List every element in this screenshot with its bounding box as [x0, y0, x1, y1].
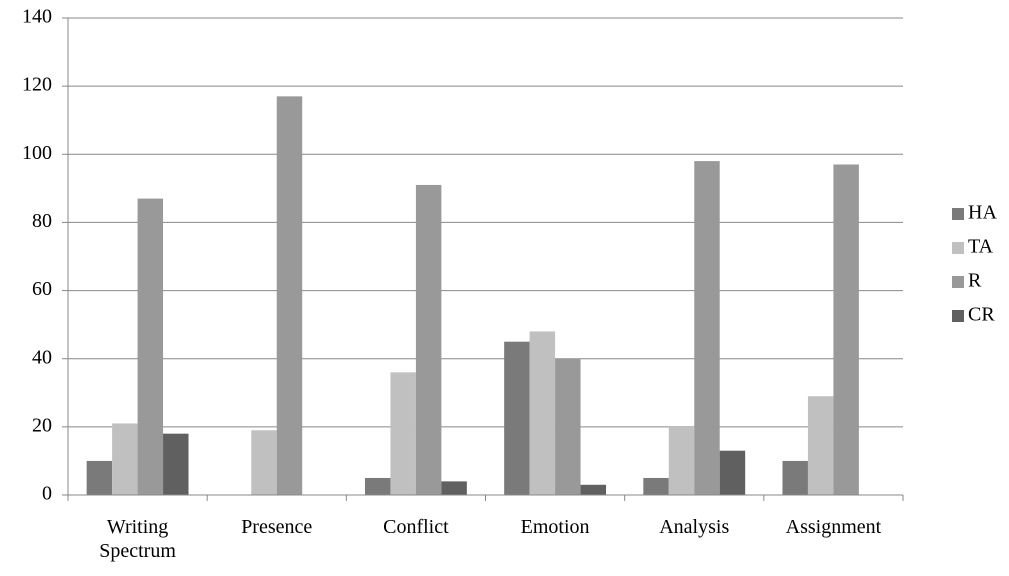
legend-label: R	[968, 270, 982, 292]
y-tick-label: 120	[22, 74, 52, 96]
y-tick-label: 140	[22, 6, 52, 28]
bar	[137, 198, 164, 496]
x-tick-label: Conflict	[383, 516, 449, 538]
x-tick-label: Presence	[241, 516, 313, 538]
bar	[782, 460, 808, 495]
y-tick-label: 100	[22, 142, 52, 164]
legend-swatch	[952, 310, 964, 322]
bar	[441, 481, 467, 495]
y-tick-label: 20	[32, 414, 52, 436]
y-tick-label: 80	[32, 210, 52, 232]
legend-swatch	[952, 208, 964, 220]
legend-swatch	[952, 276, 964, 288]
bar	[390, 372, 416, 495]
bar	[112, 423, 138, 495]
bar	[694, 161, 720, 495]
bar	[163, 433, 189, 495]
y-tick-label: 40	[32, 346, 52, 368]
x-tick-label: Analysis	[659, 516, 730, 538]
x-tick-label: Emotion	[520, 516, 590, 538]
legend-label: TA	[968, 236, 994, 258]
bar	[86, 460, 113, 495]
bar	[504, 341, 530, 495]
bar	[415, 184, 442, 495]
bar	[364, 477, 391, 495]
bar	[719, 450, 746, 495]
bar	[529, 331, 556, 495]
x-tick-label: Writing Spectrum	[99, 516, 176, 562]
legend-label: HA	[968, 202, 997, 224]
y-tick-label: 0	[42, 483, 52, 505]
bar	[643, 477, 669, 495]
x-tick-label: Assignment	[785, 516, 882, 538]
bar	[668, 426, 695, 495]
bar	[807, 396, 834, 495]
y-tick-label: 60	[32, 278, 52, 300]
legend-swatch	[952, 242, 964, 254]
bar	[276, 96, 303, 495]
bar	[555, 358, 581, 495]
bar	[251, 430, 277, 495]
bar	[580, 484, 607, 495]
bar	[833, 164, 859, 495]
legend-label: CR	[968, 304, 995, 326]
